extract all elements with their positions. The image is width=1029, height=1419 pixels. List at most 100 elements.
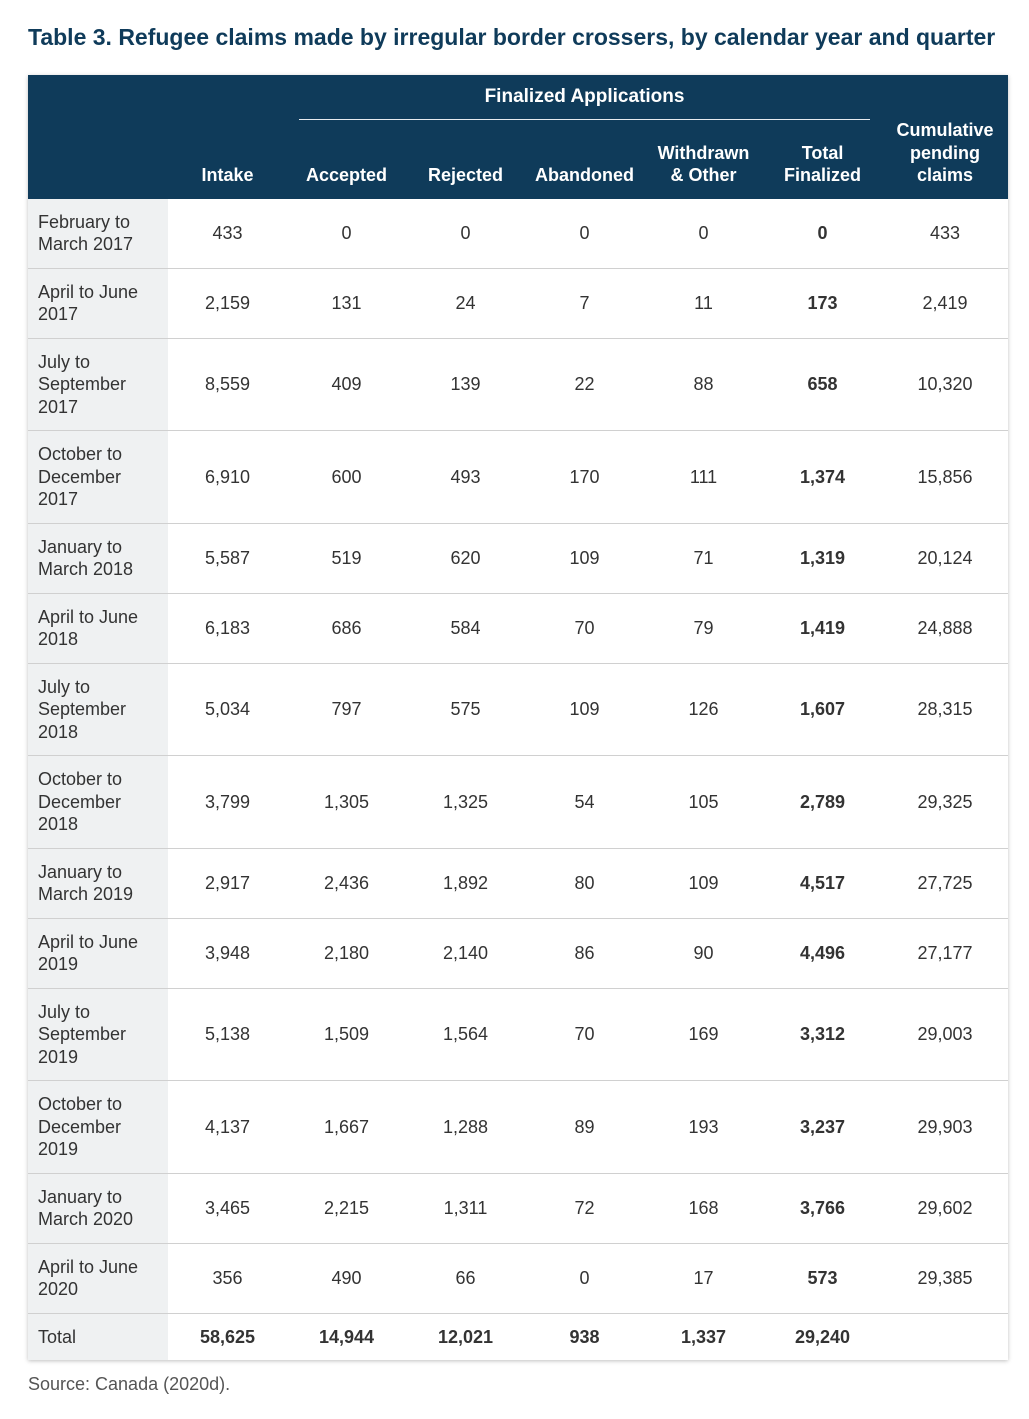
cell-withdrawn: 88: [644, 338, 763, 431]
cell-withdrawn: 109: [644, 848, 763, 918]
cell-abandoned: 86: [525, 918, 644, 988]
col-pending: Cumulative pending claims: [882, 75, 1008, 199]
cell-pending: 29,325: [882, 756, 1008, 849]
cell-total: 1,319: [763, 523, 882, 593]
col-rejected: Rejected: [406, 132, 525, 199]
cell-total: 1,607: [763, 663, 882, 756]
cell-pending: 29,903: [882, 1081, 1008, 1174]
cell-withdrawn: 169: [644, 988, 763, 1081]
cell-withdrawn: 1,337: [644, 1313, 763, 1360]
cell-intake: 3,948: [168, 918, 287, 988]
cell-accepted: 686: [287, 593, 406, 663]
row-label: January to March 2020: [28, 1173, 168, 1243]
cell-accepted: 2,180: [287, 918, 406, 988]
cell-intake: 2,917: [168, 848, 287, 918]
table-row: October to December 20194,1371,6671,2888…: [28, 1081, 1008, 1174]
cell-intake: 58,625: [168, 1313, 287, 1360]
cell-intake: 2,159: [168, 268, 287, 338]
row-label: April to June 2020: [28, 1243, 168, 1313]
cell-abandoned: 109: [525, 663, 644, 756]
col-blank: [28, 75, 168, 199]
cell-abandoned: 938: [525, 1313, 644, 1360]
cell-total: 2,789: [763, 756, 882, 849]
cell-pending: 24,888: [882, 593, 1008, 663]
cell-withdrawn: 105: [644, 756, 763, 849]
cell-rejected: 620: [406, 523, 525, 593]
cell-abandoned: 80: [525, 848, 644, 918]
cell-abandoned: 170: [525, 431, 644, 524]
cell-withdrawn: 111: [644, 431, 763, 524]
cell-total: 573: [763, 1243, 882, 1313]
col-withdrawn: Withdrawn & Other: [644, 132, 763, 199]
cell-intake: 8,559: [168, 338, 287, 431]
cell-abandoned: 0: [525, 1243, 644, 1313]
spanner-label: Finalized Applications: [299, 85, 870, 120]
row-label: July to September 2019: [28, 988, 168, 1081]
cell-accepted: 600: [287, 431, 406, 524]
cell-intake: 3,799: [168, 756, 287, 849]
cell-intake: 3,465: [168, 1173, 287, 1243]
cell-withdrawn: 71: [644, 523, 763, 593]
row-label: October to December 2019: [28, 1081, 168, 1174]
cell-accepted: 1,509: [287, 988, 406, 1081]
cell-intake: 356: [168, 1243, 287, 1313]
row-label: February to March 2017: [28, 199, 168, 269]
cell-accepted: 1,305: [287, 756, 406, 849]
cell-abandoned: 89: [525, 1081, 644, 1174]
cell-pending: 27,725: [882, 848, 1008, 918]
cell-intake: 5,138: [168, 988, 287, 1081]
col-abandoned: Abandoned: [525, 132, 644, 199]
table-row: January to March 20203,4652,2151,3117216…: [28, 1173, 1008, 1243]
cell-abandoned: 109: [525, 523, 644, 593]
cell-pending: [882, 1313, 1008, 1360]
cell-withdrawn: 126: [644, 663, 763, 756]
cell-pending: 29,385: [882, 1243, 1008, 1313]
cell-pending: 15,856: [882, 431, 1008, 524]
row-label: October to December 2017: [28, 431, 168, 524]
cell-total: 173: [763, 268, 882, 338]
cell-accepted: 519: [287, 523, 406, 593]
cell-accepted: 14,944: [287, 1313, 406, 1360]
cell-rejected: 1,325: [406, 756, 525, 849]
cell-total: 4,517: [763, 848, 882, 918]
table-row: April to June 20193,9482,1802,14086904,4…: [28, 918, 1008, 988]
table-row: January to March 20185,587519620109711,3…: [28, 523, 1008, 593]
cell-rejected: 1,311: [406, 1173, 525, 1243]
cell-total: 0: [763, 199, 882, 269]
cell-withdrawn: 168: [644, 1173, 763, 1243]
row-label: April to June 2018: [28, 593, 168, 663]
col-total-fin: Total Finalized: [763, 132, 882, 199]
cell-rejected: 24: [406, 268, 525, 338]
col-spanner-finalized: Finalized Applications: [287, 75, 882, 132]
cell-accepted: 490: [287, 1243, 406, 1313]
row-label: January to March 2018: [28, 523, 168, 593]
cell-intake: 6,183: [168, 593, 287, 663]
cell-withdrawn: 79: [644, 593, 763, 663]
row-label: April to June 2019: [28, 918, 168, 988]
cell-pending: 20,124: [882, 523, 1008, 593]
cell-rejected: 1,892: [406, 848, 525, 918]
cell-pending: 2,419: [882, 268, 1008, 338]
cell-total: 1,374: [763, 431, 882, 524]
row-label: January to March 2019: [28, 848, 168, 918]
cell-rejected: 1,288: [406, 1081, 525, 1174]
cell-accepted: 2,436: [287, 848, 406, 918]
table-row: January to March 20192,9172,4361,8928010…: [28, 848, 1008, 918]
cell-rejected: 139: [406, 338, 525, 431]
table-row: April to June 20203564906601757329,385: [28, 1243, 1008, 1313]
cell-accepted: 1,667: [287, 1081, 406, 1174]
cell-abandoned: 70: [525, 988, 644, 1081]
cell-total: 3,237: [763, 1081, 882, 1174]
table-row: July to September 20195,1381,5091,564701…: [28, 988, 1008, 1081]
table-row: April to June 20172,159131247111732,419: [28, 268, 1008, 338]
cell-abandoned: 0: [525, 199, 644, 269]
cell-intake: 5,034: [168, 663, 287, 756]
cell-abandoned: 72: [525, 1173, 644, 1243]
cell-abandoned: 54: [525, 756, 644, 849]
cell-total: 3,312: [763, 988, 882, 1081]
col-accepted: Accepted: [287, 132, 406, 199]
cell-withdrawn: 90: [644, 918, 763, 988]
cell-pending: 29,003: [882, 988, 1008, 1081]
cell-rejected: 66: [406, 1243, 525, 1313]
cell-intake: 4,137: [168, 1081, 287, 1174]
